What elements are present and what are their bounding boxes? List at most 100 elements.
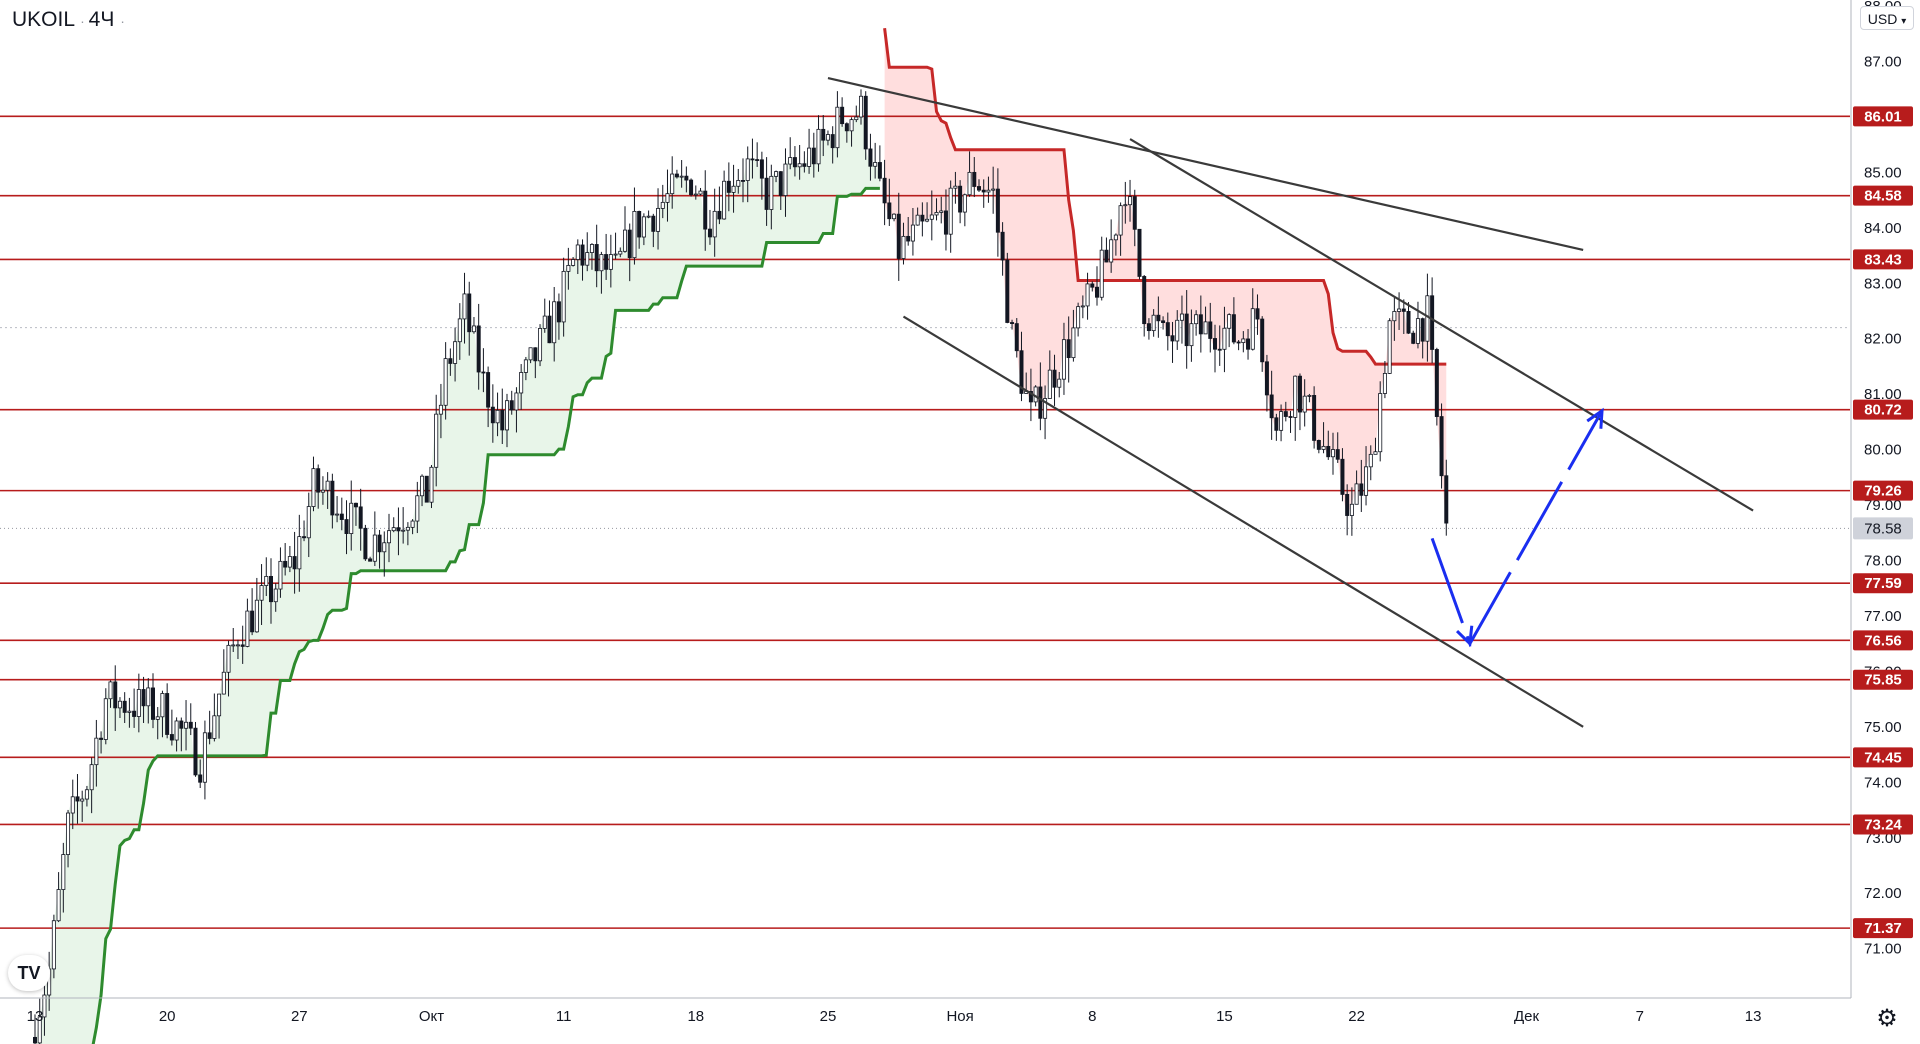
candle-body (132, 710, 137, 717)
candle-body (278, 560, 283, 590)
candle-body (302, 536, 307, 539)
candle-body (1118, 205, 1123, 236)
symbol-title[interactable]: UKOIL · 4Ч · (12, 8, 125, 31)
candle-body (1061, 339, 1066, 380)
trend-line-upper (827, 77, 1584, 252)
candle-body (1425, 295, 1430, 342)
candle-body (693, 193, 698, 196)
candle-body (519, 372, 524, 394)
candle-body (1349, 503, 1354, 516)
currency-selector[interactable]: USD ▾ (1860, 6, 1914, 30)
candle-body (240, 644, 245, 647)
candle-body (146, 687, 151, 707)
level-badge (1853, 185, 1913, 206)
candle-body (1217, 348, 1222, 351)
candle-body (892, 213, 897, 220)
candle-body (1387, 320, 1392, 374)
last-price-label: 78.58 (1864, 520, 1902, 537)
time-tick-label: 8 (1088, 1008, 1096, 1025)
candle-body (731, 185, 736, 193)
candle-body (684, 175, 689, 181)
candle-body (250, 610, 255, 633)
candle-body (1255, 308, 1260, 320)
candle-body (1085, 283, 1090, 307)
chevron-down-icon: ▾ (1901, 16, 1907, 27)
candle-body (665, 193, 670, 203)
candle-body (103, 698, 108, 740)
candle-body (70, 796, 75, 814)
candle-body (783, 163, 788, 196)
candle-body (1411, 332, 1416, 344)
candle-body (604, 254, 609, 270)
candle-body (51, 920, 56, 970)
candle-body (160, 693, 165, 718)
candle-body (1345, 494, 1350, 516)
tradingview-logo-icon[interactable]: TV (8, 955, 50, 991)
candle-body (1302, 395, 1307, 413)
level-badge-label: 76.56 (1864, 632, 1902, 649)
candle-body (169, 734, 174, 741)
candle-body (939, 210, 944, 213)
candle-body (1208, 321, 1213, 339)
candle-body (1382, 373, 1387, 394)
time-tick-label: 20 (159, 1008, 176, 1025)
candle-body (1137, 228, 1142, 277)
candle-body (523, 359, 528, 373)
level-badge (1853, 480, 1913, 501)
candle-body (533, 347, 538, 362)
price-tick-label: 87.00 (1864, 53, 1902, 70)
candle-body (1397, 308, 1402, 312)
candle-body (61, 854, 66, 890)
axes: 88.0087.0085.0084.0083.0082.0081.0080.00… (0, 0, 1902, 1025)
candle-body (1269, 394, 1274, 419)
candle-body (778, 171, 783, 196)
candle-body (1151, 314, 1156, 332)
candle-body (1439, 416, 1444, 477)
candle-body (462, 293, 467, 320)
candle-body (877, 162, 882, 179)
candle-body (623, 229, 628, 252)
gear-icon[interactable]: ⚙ (1876, 1004, 1898, 1032)
candle-body (363, 527, 368, 560)
trend-lines (827, 77, 1754, 728)
candle-body (1430, 295, 1435, 350)
candle-body (542, 315, 547, 329)
candle-body (184, 721, 189, 729)
candle-body (1246, 338, 1251, 350)
candle-body (1000, 231, 1005, 261)
price-tick-label: 80.00 (1864, 442, 1902, 459)
candle-body (1213, 338, 1218, 350)
candle-body (1123, 204, 1128, 207)
interval-label: 4Ч (88, 8, 115, 31)
candle-body (66, 812, 71, 855)
candle-body (372, 534, 377, 562)
candle-body (769, 175, 774, 210)
candle-body (202, 732, 207, 783)
candle-body (717, 210, 722, 220)
candle-body (335, 513, 340, 516)
candle-body (1260, 318, 1265, 363)
level-badge (1853, 249, 1913, 270)
candle-body (108, 681, 113, 700)
candle-body (344, 519, 349, 534)
candle-body (1052, 369, 1057, 388)
candle-body (33, 1036, 38, 1044)
candle-body (268, 575, 273, 603)
candle-body (1401, 308, 1406, 312)
candle-body (471, 325, 476, 333)
candle-body (1128, 196, 1133, 206)
candle-body (1104, 249, 1109, 263)
candle-body (552, 301, 557, 344)
candle-body (1312, 395, 1317, 441)
candle-body (750, 158, 755, 161)
candle-body (245, 610, 250, 647)
candle-body (401, 529, 406, 532)
candle-body (594, 244, 599, 272)
trend-line-channel-bottom (902, 315, 1584, 728)
candle-body (1373, 451, 1378, 455)
candle-body (1047, 369, 1052, 399)
support-line (91, 186, 880, 1044)
candle-body (835, 106, 840, 149)
candle-body (538, 328, 543, 362)
